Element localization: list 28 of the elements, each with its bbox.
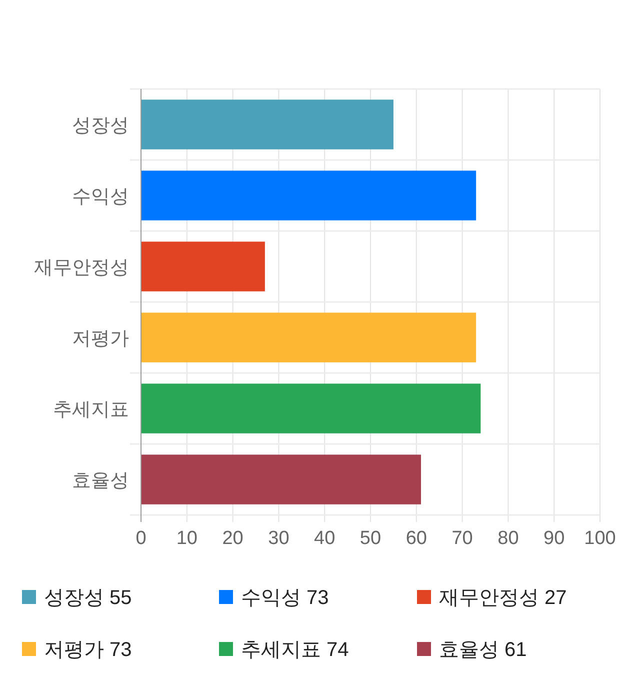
x-tick-label: 40 <box>314 528 336 549</box>
x-tick-label: 10 <box>176 528 198 549</box>
legend-label: 수익성 73 <box>241 587 329 609</box>
legend-item: 재무안정성 27 <box>417 587 567 609</box>
legend-label: 효율성 61 <box>439 639 527 661</box>
x-tick-label: 50 <box>360 528 382 549</box>
x-tick-label: 0 <box>136 528 146 549</box>
x-tick-label: 60 <box>406 528 427 549</box>
x-tick-label: 100 <box>584 528 616 549</box>
y-tick-label: 저평가 <box>72 328 129 350</box>
y-tick-label: 수익성 <box>72 186 129 208</box>
x-tick-label: 70 <box>452 528 473 549</box>
legend-item: 효율성 61 <box>417 639 527 661</box>
x-tick-label: 20 <box>222 528 244 549</box>
y-tick-label: 추세지표 <box>53 400 129 420</box>
y-tick-label: 효율성 <box>72 470 129 492</box>
legend-label: 추세지표 74 <box>241 639 349 661</box>
y-tick-label: 재무안정성 <box>34 258 129 278</box>
x-tick-label: 30 <box>268 528 290 549</box>
legend-item: 저평가 73 <box>22 639 132 661</box>
legend-label: 저평가 73 <box>44 639 132 661</box>
legend-item: 수익성 73 <box>219 587 329 609</box>
x-tick-label: 80 <box>498 528 519 549</box>
x-tick-label: 90 <box>544 528 565 549</box>
legend-item: 추세지표 74 <box>219 639 349 661</box>
legend-label: 성장성 55 <box>44 587 132 609</box>
y-tick-label: 성장성 <box>72 116 129 136</box>
legend-item: 성장성 55 <box>22 587 132 609</box>
